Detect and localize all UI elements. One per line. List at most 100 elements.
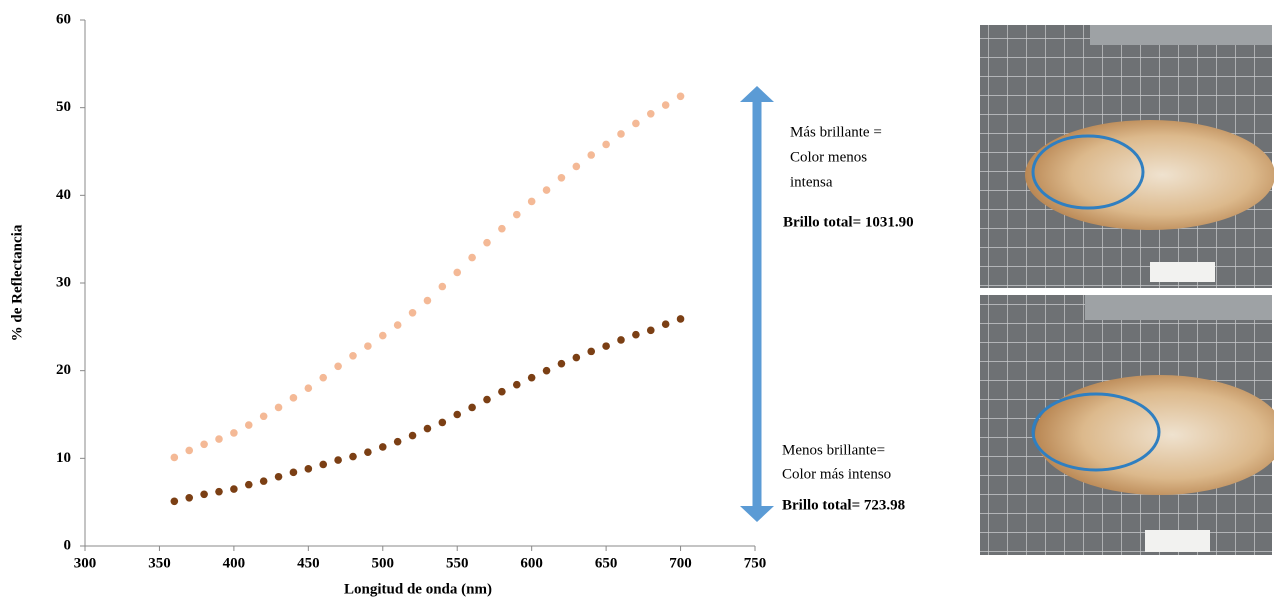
data-point (662, 320, 670, 328)
y-tick-label: 0 (64, 537, 72, 553)
annotation: Color más intenso (782, 466, 891, 482)
data-point (662, 101, 670, 109)
data-point (468, 254, 476, 262)
data-point (290, 394, 298, 402)
data-point (245, 421, 253, 429)
data-point (260, 412, 268, 420)
data-point (677, 315, 685, 323)
x-tick-label: 500 (372, 555, 395, 571)
data-point (632, 331, 640, 339)
data-point (468, 404, 476, 412)
data-point (215, 488, 223, 496)
data-point (453, 411, 461, 419)
data-point (498, 225, 506, 233)
data-point (364, 342, 372, 350)
x-tick-label: 550 (446, 555, 469, 571)
data-point (483, 239, 491, 247)
y-tick-label: 10 (56, 450, 71, 466)
x-tick-label: 350 (148, 555, 171, 571)
data-point (528, 198, 536, 206)
data-point (305, 384, 313, 392)
data-point (319, 461, 327, 469)
data-point (647, 327, 655, 335)
data-point (439, 419, 447, 427)
x-axis-label: Longitud de onda (nm) (344, 581, 492, 597)
data-point (587, 151, 595, 159)
data-point (230, 485, 238, 493)
data-point (290, 469, 298, 477)
data-point (275, 473, 283, 481)
data-point (319, 374, 327, 382)
data-point (334, 362, 342, 370)
double-arrow (740, 86, 774, 522)
data-point (260, 477, 268, 485)
x-tick-label: 300 (74, 555, 97, 571)
data-point (647, 110, 655, 118)
data-point (185, 494, 193, 502)
y-tick-label: 30 (56, 274, 71, 290)
annotation: intensa (790, 174, 833, 190)
photo-bottom (980, 295, 1274, 555)
data-point (587, 348, 595, 356)
data-point (275, 404, 283, 412)
data-point (513, 211, 521, 219)
data-point (528, 374, 536, 382)
y-tick-label: 40 (56, 187, 71, 203)
data-point (409, 309, 417, 317)
data-point (483, 396, 491, 404)
data-point (364, 448, 372, 456)
data-point (602, 342, 610, 350)
annotation: Brillo total= 1031.90 (783, 214, 914, 230)
data-point (543, 186, 551, 194)
x-tick-label: 400 (223, 555, 246, 571)
data-point (200, 490, 208, 498)
y-axis-label: % de Reflectancia (9, 224, 25, 341)
data-point (632, 120, 640, 128)
data-point (245, 481, 253, 489)
data-point (215, 435, 223, 443)
x-tick-label: 600 (520, 555, 543, 571)
data-point (349, 352, 357, 360)
data-point (349, 453, 357, 461)
data-point (617, 130, 625, 138)
x-tick-label: 450 (297, 555, 320, 571)
data-point (543, 367, 551, 375)
data-point (305, 465, 313, 473)
annotation: Más brillante = (790, 124, 882, 140)
data-point (453, 269, 461, 277)
data-point (379, 443, 387, 451)
data-point (573, 163, 581, 171)
data-point (617, 336, 625, 344)
x-tick-label: 700 (669, 555, 692, 571)
photo-top (980, 25, 1274, 288)
x-tick-label: 650 (595, 555, 618, 571)
data-point (439, 283, 447, 291)
data-point (513, 381, 521, 389)
y-tick-label: 20 (56, 362, 71, 378)
x-tick-label: 750 (744, 555, 767, 571)
data-point (424, 297, 432, 305)
annotation: Brillo total= 723.98 (782, 497, 905, 513)
data-point (602, 141, 610, 149)
data-point (185, 447, 193, 455)
data-point (677, 92, 685, 100)
data-point (379, 332, 387, 340)
y-tick-label: 50 (56, 99, 71, 115)
annotation: Menos brillante= (782, 442, 885, 458)
data-point (409, 432, 417, 440)
data-point (171, 454, 179, 462)
data-point (230, 429, 238, 437)
data-point (200, 441, 208, 449)
data-point (558, 360, 566, 368)
data-point (573, 354, 581, 362)
data-point (498, 388, 506, 396)
annotation: Color menos (790, 149, 867, 165)
data-point (394, 321, 402, 329)
data-point (394, 438, 402, 446)
y-tick-label: 60 (56, 11, 71, 27)
data-point (171, 497, 179, 505)
data-point (424, 425, 432, 433)
data-point (334, 456, 342, 464)
data-point (558, 174, 566, 182)
chart: Longitud de onda (nm) % de Reflectancia … (0, 0, 1274, 602)
